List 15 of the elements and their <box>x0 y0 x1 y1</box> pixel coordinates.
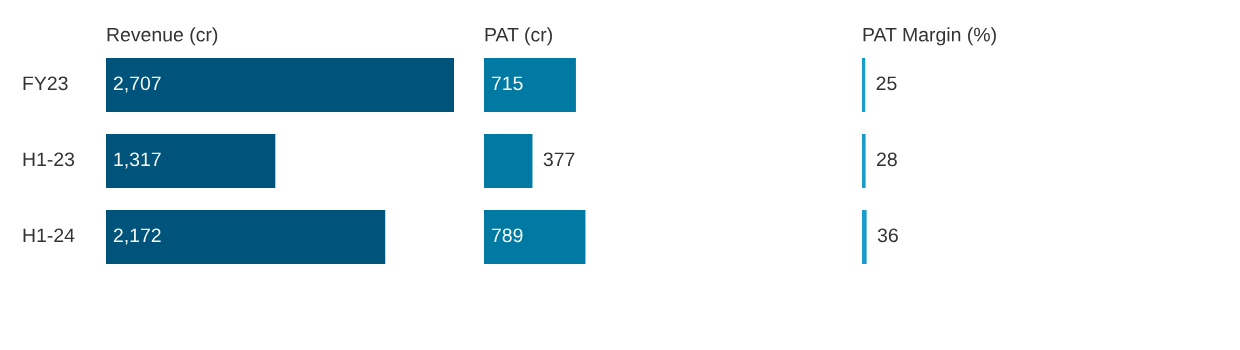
data-label: 1,317 <box>114 152 161 169</box>
chart-title: PAT (cr) <box>485 27 552 46</box>
y-tick-label: FY23 <box>23 76 68 91</box>
y-tick-label: H1-24 <box>23 228 75 243</box>
data-label: 377 <box>543 152 575 167</box>
text: PAT Margin (%) <box>863 27 996 46</box>
data-label: 28 <box>877 152 897 167</box>
y-tick-label: H1-23 <box>23 152 75 167</box>
data-label: 789 <box>491 228 523 243</box>
data-label: 25 <box>876 76 897 91</box>
chart-title: Revenue (cr) <box>107 27 218 46</box>
data-label: 2,172 <box>113 228 161 245</box>
data-label: 715 <box>491 76 523 91</box>
data-label: 36 <box>877 228 898 243</box>
data-label: 2,707 <box>113 76 161 93</box>
